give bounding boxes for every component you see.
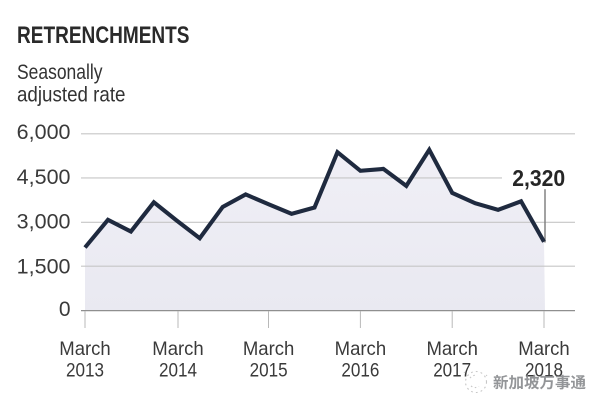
svg-text:2017: 2017: [433, 360, 471, 382]
svg-text:2014: 2014: [159, 360, 197, 382]
svg-text:March: March: [59, 338, 111, 360]
svg-text:6,000: 6,000: [17, 121, 71, 144]
svg-text:2013: 2013: [66, 360, 104, 382]
svg-text:2016: 2016: [341, 360, 379, 382]
svg-text:4,500: 4,500: [17, 166, 71, 189]
svg-text:March: March: [243, 338, 295, 360]
svg-text:March: March: [335, 338, 387, 360]
svg-text:March: March: [426, 338, 478, 360]
svg-text:RETRENCHMENTS: RETRENCHMENTS: [17, 22, 190, 49]
svg-text:2015: 2015: [250, 360, 288, 382]
svg-text:2,320: 2,320: [512, 165, 565, 191]
svg-text:0: 0: [59, 298, 71, 321]
svg-text:Seasonally: Seasonally: [17, 60, 103, 84]
svg-text:1,500: 1,500: [17, 255, 71, 278]
svg-text:adjusted rate: adjusted rate: [17, 83, 126, 107]
svg-text:3,000: 3,000: [17, 211, 71, 234]
svg-text:March: March: [518, 338, 570, 360]
svg-text:March: March: [152, 338, 204, 360]
